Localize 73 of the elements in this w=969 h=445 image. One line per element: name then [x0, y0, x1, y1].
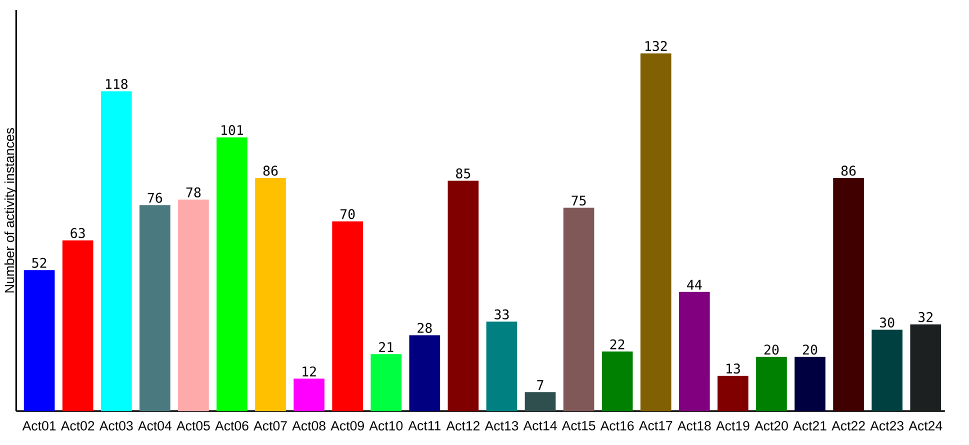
- data-label: 118: [106, 78, 128, 90]
- bar: [255, 178, 286, 412]
- bar: [756, 356, 787, 412]
- x-tick-label: Act14: [523, 421, 557, 430]
- bar: [62, 240, 94, 412]
- x-tick-label: Act12: [446, 421, 480, 431]
- data-label: 44: [687, 280, 702, 290]
- data-label: 7: [537, 380, 544, 390]
- x-tick-label: Act19: [716, 421, 750, 431]
- y-axis-title: Number of activity instances: [4, 128, 17, 292]
- x-tick-label: Act01: [22, 421, 56, 431]
- x-tick-label: Act16: [600, 421, 634, 431]
- x-tick-label: Act11: [408, 421, 440, 430]
- data-label: 12: [302, 366, 316, 376]
- bar: [718, 376, 748, 412]
- data-label: 21: [379, 342, 394, 352]
- x-tick-label: Act07: [254, 421, 287, 431]
- x-tick-label: Act23: [870, 421, 904, 431]
- bar: [602, 351, 633, 412]
- bar: [294, 378, 324, 412]
- x-tick-label: Act04: [138, 421, 172, 431]
- bar: [640, 53, 672, 412]
- x-tick-label: Act03: [99, 421, 133, 431]
- bar: [139, 205, 170, 412]
- data-label: 101: [222, 125, 244, 136]
- bar: [524, 392, 556, 412]
- x-tick-label: Act17: [638, 421, 672, 430]
- bar: [178, 200, 209, 412]
- data-label: 132: [645, 41, 667, 52]
- x-tick-label: Act05: [176, 421, 210, 431]
- data-label: 76: [148, 192, 162, 203]
- bar: [24, 270, 55, 412]
- x-tick-label: Act18: [677, 421, 711, 431]
- data-label: 52: [32, 258, 46, 268]
- data-label: 20: [764, 344, 779, 355]
- data-label: 75: [572, 196, 586, 206]
- bar: [332, 221, 363, 412]
- x-tick-label: Act13: [484, 421, 518, 431]
- bar: [100, 91, 132, 412]
- x-tick-label: Act06: [215, 421, 248, 431]
- x-tick-label: Act21: [793, 421, 826, 431]
- x-tick-label: Act20: [754, 421, 788, 431]
- data-label: 13: [726, 364, 740, 374]
- bar: [409, 335, 440, 412]
- data-label: 28: [418, 322, 432, 333]
- bar: [872, 330, 902, 412]
- data-label: 70: [340, 209, 355, 220]
- bar: [563, 208, 594, 412]
- bar: [910, 324, 942, 412]
- bar: [833, 178, 864, 412]
- data-label: 32: [918, 312, 932, 322]
- bar: [216, 137, 248, 412]
- x-tick-label: Act15: [562, 421, 596, 430]
- x-tick-label: Act02: [60, 421, 94, 431]
- data-label: 85: [456, 168, 470, 178]
- bar: [370, 354, 402, 412]
- bar: [794, 356, 826, 412]
- data-label: 63: [70, 228, 85, 238]
- x-tick-label: Act10: [369, 421, 403, 431]
- bar: [678, 292, 710, 412]
- data-label: 20: [802, 344, 818, 355]
- bar: [486, 322, 518, 412]
- data-label: 78: [186, 187, 201, 198]
- bar: [448, 180, 479, 412]
- data-label: 86: [263, 166, 278, 176]
- data-label: 33: [494, 309, 509, 320]
- x-tick-label: Act09: [330, 421, 364, 431]
- data-label: 86: [841, 166, 856, 176]
- x-tick-label: Act22: [832, 421, 865, 431]
- data-label: 30: [880, 318, 894, 328]
- data-label: 22: [610, 339, 624, 350]
- x-tick-label: Act08: [292, 421, 326, 431]
- x-tick-label: Act24: [908, 421, 942, 431]
